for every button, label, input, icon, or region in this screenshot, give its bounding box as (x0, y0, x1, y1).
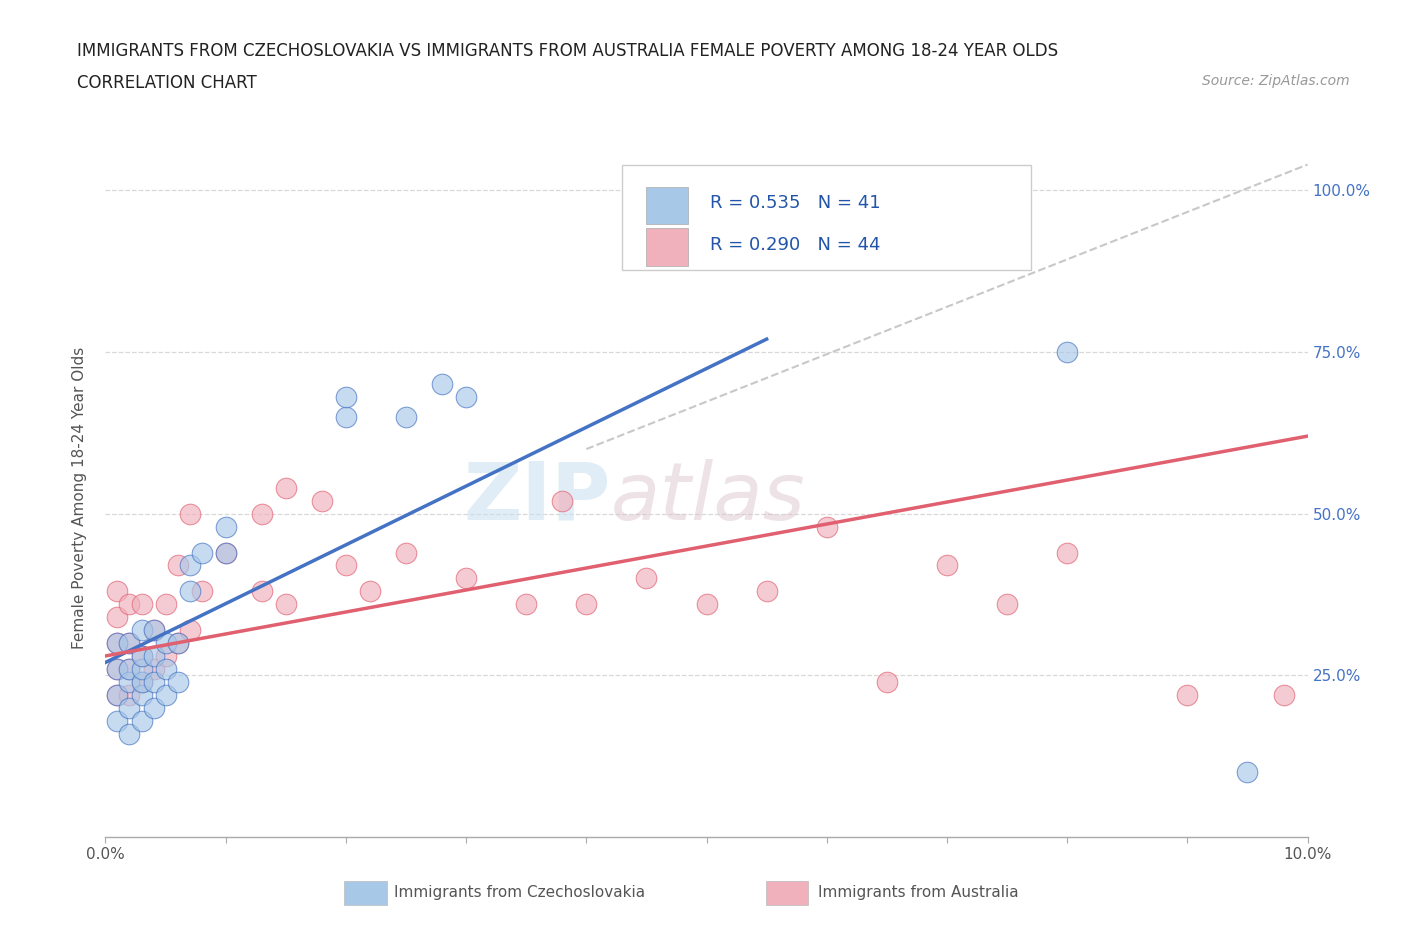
Point (696, 209, 718, 224)
Point (131, 623, 153, 638)
Point (214, 519, 236, 534)
Point (142, 700, 165, 715)
Point (118, 661, 141, 676)
Point (118, 687, 141, 702)
Point (107, 687, 129, 702)
Point (107, 635, 129, 650)
Point (166, 635, 188, 650)
Point (1056, 545, 1078, 560)
Bar (647, 187, 689, 224)
Text: CORRELATION CHART: CORRELATION CHART (77, 74, 257, 92)
Point (118, 726, 141, 741)
Point (131, 661, 153, 676)
Point (876, 674, 898, 689)
Point (107, 610, 129, 625)
Point (696, 597, 718, 612)
Point (131, 648, 153, 663)
Point (274, 481, 297, 496)
Text: IMMIGRANTS FROM CZECHOSLOVAKIA VS IMMIGRANTS FROM AUSTRALIA FEMALE POVERTY AMONG: IMMIGRANTS FROM CZECHOSLOVAKIA VS IMMIGR… (77, 42, 1059, 60)
Point (166, 674, 188, 689)
Text: Immigrants from Australia: Immigrants from Australia (818, 885, 1019, 900)
Point (131, 674, 153, 689)
Point (142, 623, 165, 638)
Point (118, 674, 141, 689)
Point (118, 661, 141, 676)
Point (395, 545, 418, 560)
Point (142, 648, 165, 663)
Point (118, 635, 141, 650)
Point (335, 558, 357, 573)
Point (274, 597, 297, 612)
Point (142, 623, 165, 638)
Point (131, 648, 153, 663)
Point (995, 597, 1018, 612)
Point (696, 234, 718, 249)
Point (179, 506, 201, 521)
Point (755, 209, 778, 224)
Point (118, 700, 141, 715)
Point (179, 558, 201, 573)
Point (179, 584, 201, 599)
Point (250, 506, 273, 521)
Point (1236, 764, 1258, 779)
Point (430, 377, 453, 392)
Text: atlas: atlas (610, 458, 806, 537)
Point (214, 545, 236, 560)
Point (190, 545, 212, 560)
Point (131, 687, 153, 702)
Point (395, 409, 418, 424)
Text: R = 0.535   N = 41: R = 0.535 N = 41 (710, 193, 880, 212)
Point (166, 558, 188, 573)
Point (815, 519, 838, 534)
Point (107, 635, 129, 650)
Point (311, 493, 333, 508)
Point (107, 584, 129, 599)
Point (214, 545, 236, 560)
Point (155, 635, 177, 650)
Text: R = 0.290   N = 44: R = 0.290 N = 44 (710, 236, 880, 254)
Point (155, 687, 177, 702)
Point (636, 571, 658, 586)
Point (515, 597, 537, 612)
Point (155, 648, 177, 663)
Point (179, 623, 201, 638)
Point (190, 584, 212, 599)
Point (250, 584, 273, 599)
Bar (647, 229, 689, 266)
Point (1056, 345, 1078, 360)
Point (107, 713, 129, 728)
Point (551, 493, 574, 508)
Point (876, 209, 898, 224)
Text: ZIP: ZIP (463, 458, 610, 537)
Point (131, 713, 153, 728)
Point (936, 558, 959, 573)
Point (454, 571, 477, 586)
Point (166, 635, 188, 650)
Point (335, 409, 357, 424)
Point (755, 584, 778, 599)
Point (575, 597, 598, 612)
Point (454, 390, 477, 405)
Point (155, 661, 177, 676)
Point (131, 597, 153, 612)
Point (359, 584, 381, 599)
Point (1272, 687, 1295, 702)
Point (142, 661, 165, 676)
Point (815, 209, 838, 224)
Point (131, 674, 153, 689)
Point (142, 674, 165, 689)
FancyBboxPatch shape (623, 165, 1031, 270)
Text: Immigrants from Czechoslovakia: Immigrants from Czechoslovakia (394, 885, 645, 900)
Point (155, 597, 177, 612)
Y-axis label: Female Poverty Among 18-24 Year Olds: Female Poverty Among 18-24 Year Olds (72, 347, 87, 649)
Point (107, 687, 129, 702)
Point (118, 597, 141, 612)
Point (335, 390, 357, 405)
Point (118, 635, 141, 650)
Point (107, 661, 129, 676)
Text: Source: ZipAtlas.com: Source: ZipAtlas.com (1202, 74, 1350, 88)
Point (1175, 687, 1198, 702)
Point (107, 661, 129, 676)
